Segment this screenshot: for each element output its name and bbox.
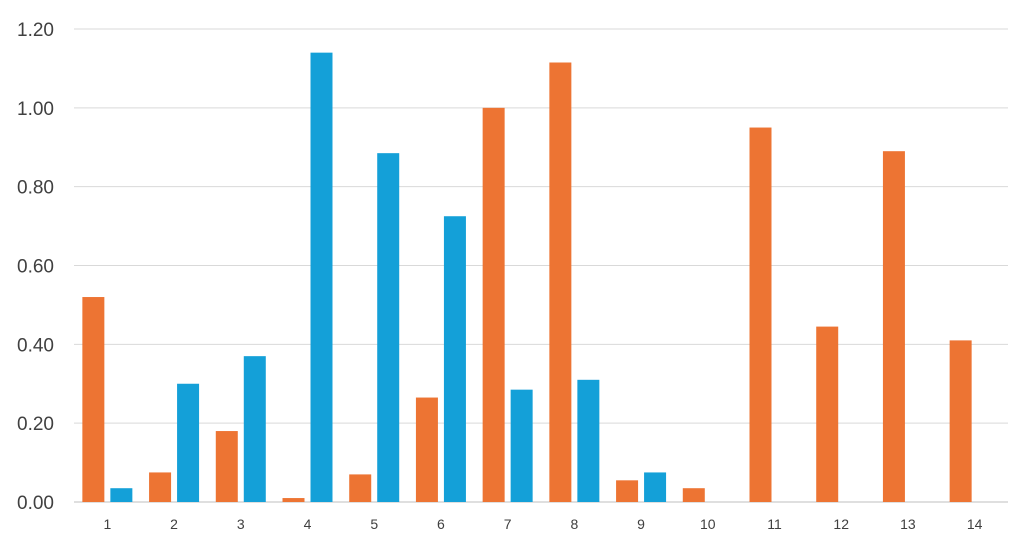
x-tick-label: 7 — [504, 516, 512, 532]
bar-series2-category-6 — [443, 216, 466, 502]
x-tick-label: 5 — [370, 516, 378, 532]
x-tick-label: 10 — [700, 516, 716, 532]
bar-series1-category-9 — [616, 480, 639, 502]
bar-series2-category-2 — [177, 383, 200, 502]
y-tick-label: 1.00 — [17, 99, 54, 120]
bar-series1-category-1 — [82, 297, 105, 502]
y-tick-label: 0.40 — [17, 335, 54, 356]
bar-series1-category-14 — [949, 340, 972, 502]
bar-series1-category-8 — [549, 62, 572, 503]
y-tick-label: 0.60 — [17, 257, 54, 278]
gridlines — [74, 28, 1008, 503]
bar-series1-category-10 — [682, 488, 705, 502]
bar-series2-category-8 — [577, 379, 600, 502]
bar-series1-category-11 — [749, 127, 772, 503]
bar-series2-category-7 — [510, 389, 533, 502]
y-axis-tick-labels: 0.00 0.20 0.40 0.60 0.80 1.00 1.20 — [17, 20, 54, 514]
x-tick-label: 3 — [237, 516, 245, 532]
x-tick-label: 13 — [900, 516, 916, 532]
bar-series1-category-12 — [816, 326, 839, 502]
x-tick-label: 9 — [637, 516, 645, 532]
y-tick-label: 0.00 — [17, 493, 54, 514]
bar-series1-category-7 — [482, 107, 505, 502]
bar-series1-category-13 — [882, 151, 905, 503]
bar-series2-category-1 — [110, 488, 133, 502]
y-tick-label: 1.20 — [17, 20, 54, 41]
x-axis-tick-labels: 1 2 3 4 5 6 7 8 9 10 11 12 13 14 — [103, 516, 982, 532]
x-tick-label: 6 — [437, 516, 445, 532]
x-tick-label: 4 — [304, 516, 312, 532]
bar-series1-category-4 — [282, 498, 305, 502]
bar-series2-category-5 — [377, 153, 400, 502]
x-tick-label: 11 — [767, 516, 782, 532]
bars — [82, 52, 972, 503]
bar-series1-category-5 — [349, 474, 372, 502]
bar-series2-category-4 — [310, 52, 333, 503]
bar-series2-category-9 — [644, 472, 667, 502]
x-tick-label: 1 — [103, 516, 111, 532]
y-tick-label: 0.80 — [17, 178, 54, 199]
y-tick-label: 0.20 — [17, 414, 54, 435]
bar-series1-category-6 — [415, 397, 438, 502]
bar-series1-category-3 — [215, 431, 238, 502]
x-tick-label: 2 — [170, 516, 178, 532]
x-tick-label: 14 — [967, 516, 983, 532]
x-tick-label: 12 — [833, 516, 849, 532]
bar-series1-category-2 — [149, 472, 172, 502]
bar-series2-category-3 — [243, 356, 266, 502]
x-tick-label: 8 — [570, 516, 578, 532]
